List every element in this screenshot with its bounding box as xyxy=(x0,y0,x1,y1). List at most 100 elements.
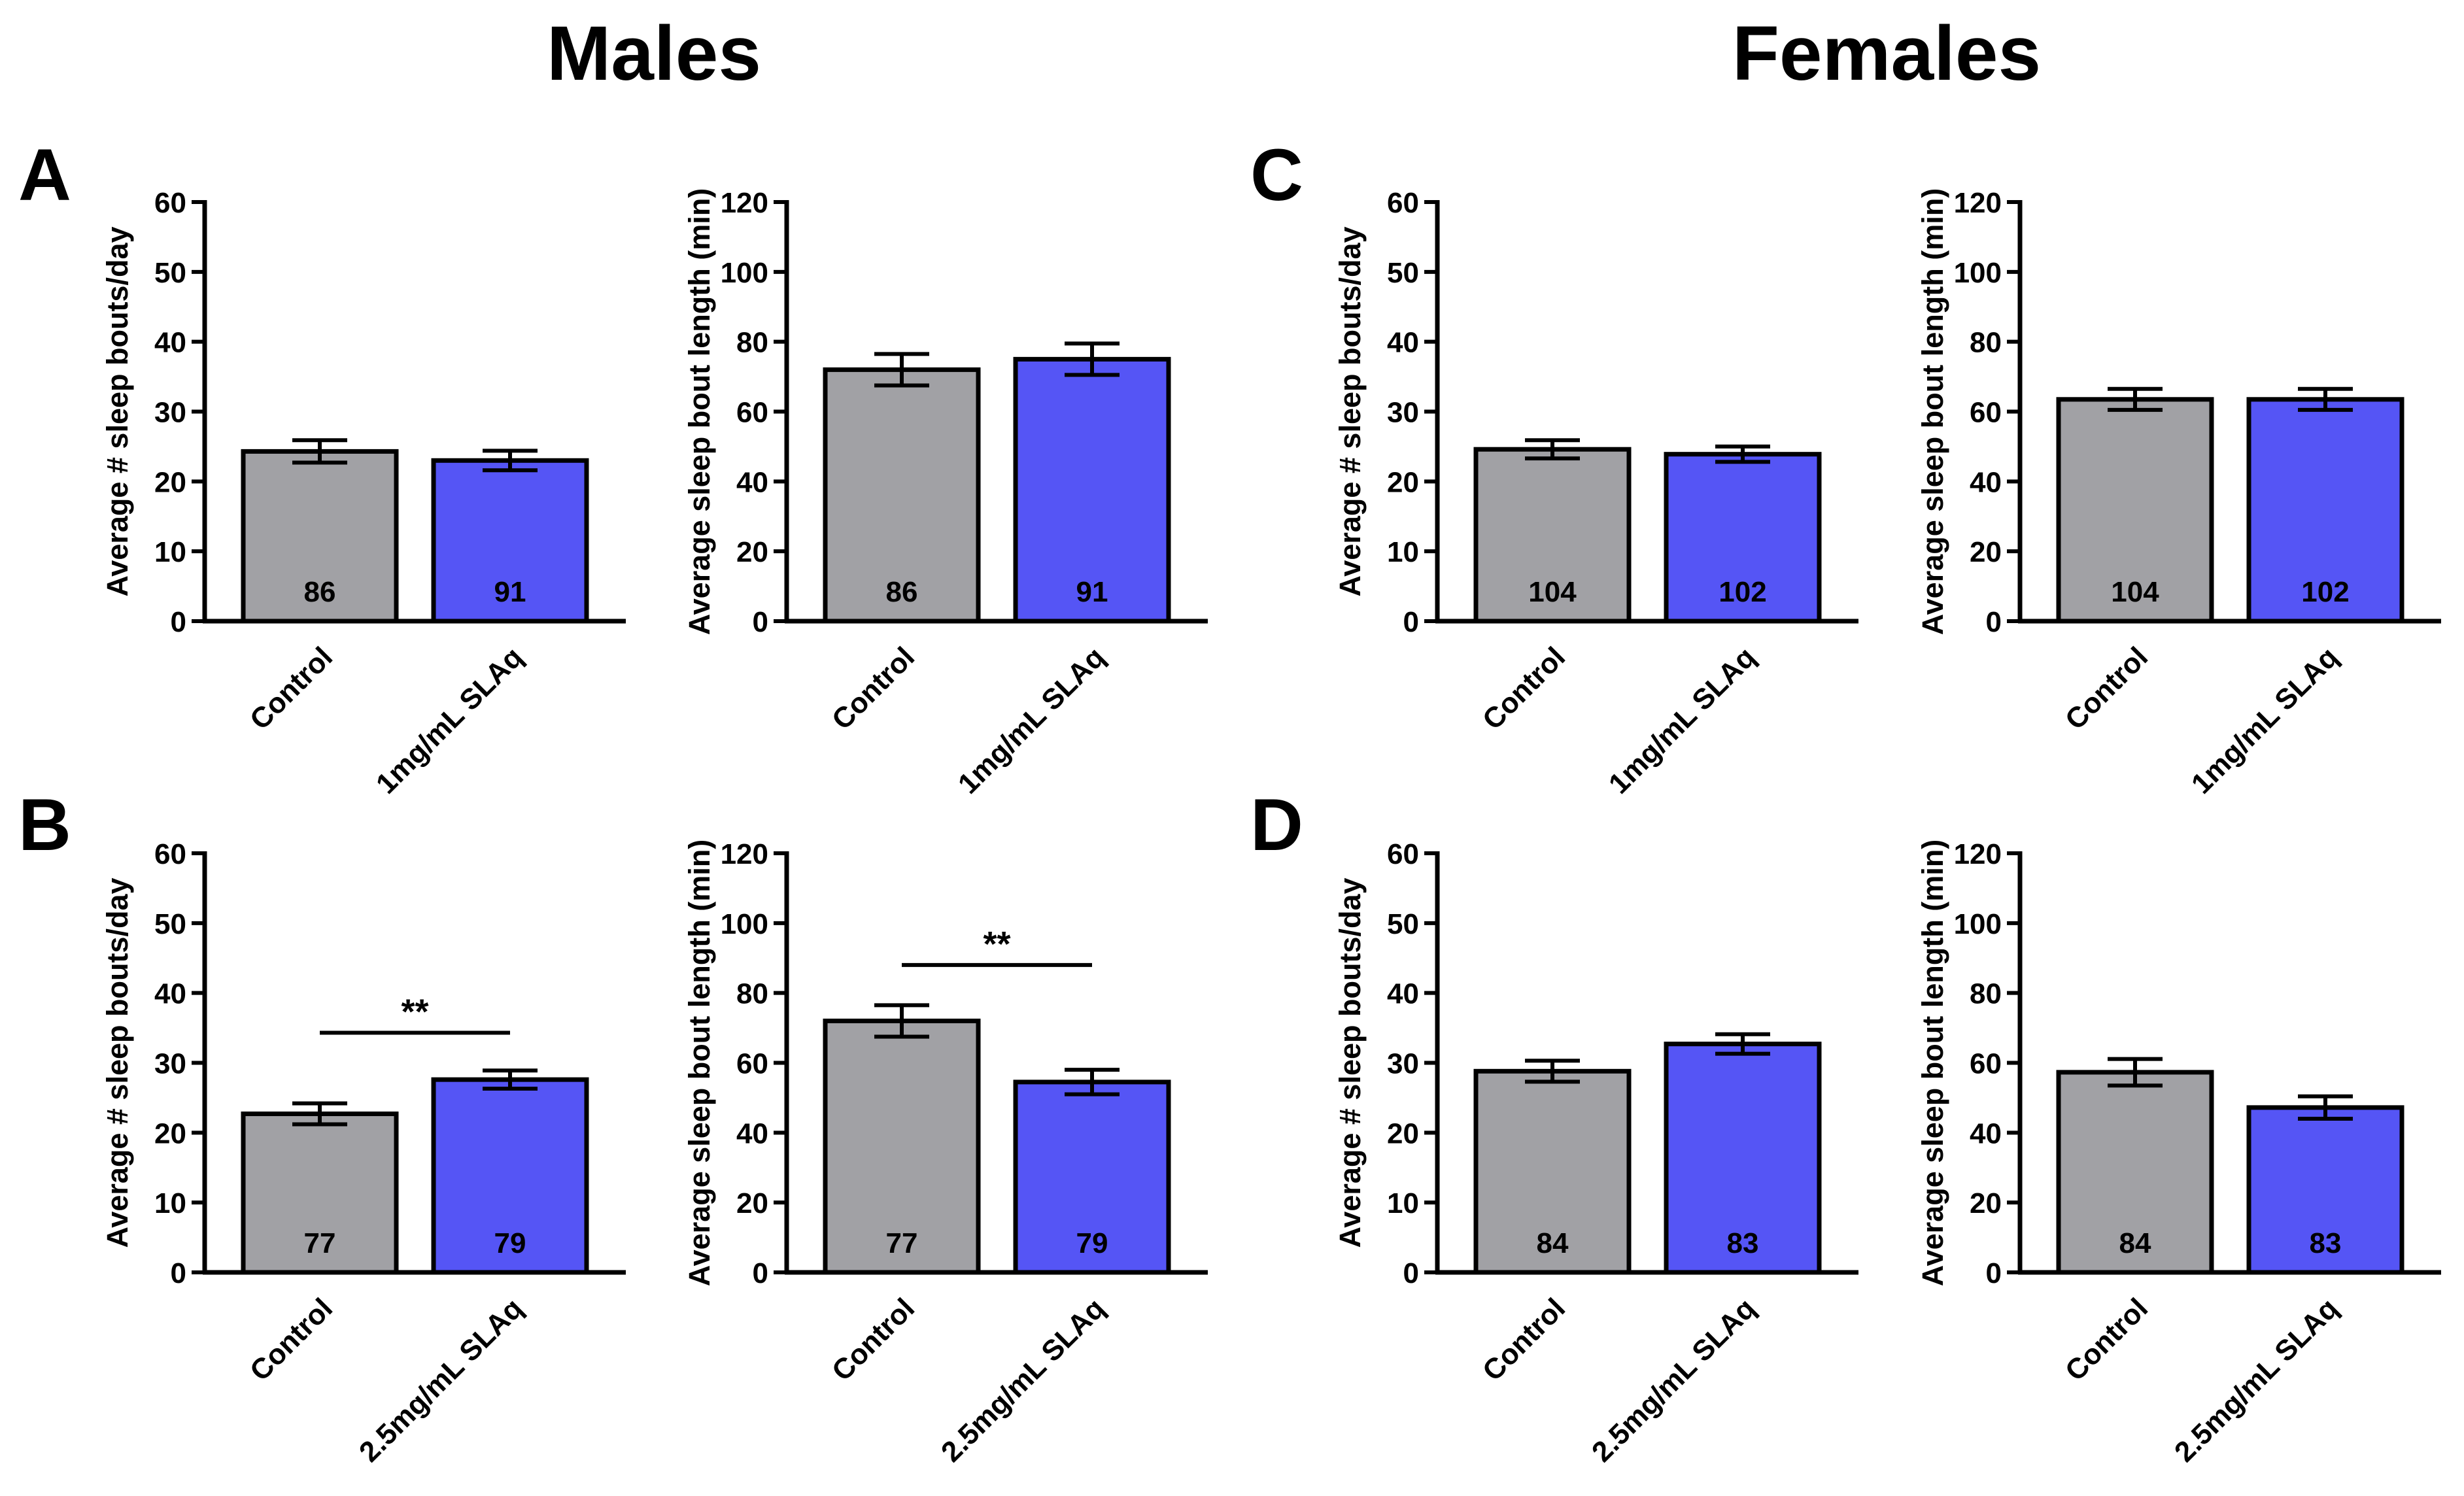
y-tick-label: 0 xyxy=(1986,1257,2002,1289)
y-tick-label: 50 xyxy=(154,908,186,940)
y-tick-label: 60 xyxy=(1970,397,2002,429)
category-label: Control xyxy=(1477,1292,1571,1387)
chart-c-bouts: 104 Control 102 1mg/mL SLAq 0 10 20 30 40 50 60 Ave… xyxy=(1333,187,1858,800)
category-label: Control xyxy=(1477,641,1571,736)
y-axis-title: Average sleep bout length (min) xyxy=(1916,188,1949,635)
bar-control xyxy=(823,367,981,624)
y-tick-label: 40 xyxy=(1970,1117,2002,1149)
n-label: 79 xyxy=(494,1227,526,1259)
y-axis-title: Average # sleep bouts/day xyxy=(1333,226,1367,596)
y-tick-label: 60 xyxy=(736,397,768,429)
y-tick-label: 30 xyxy=(1387,1048,1419,1080)
y-tick-label: 0 xyxy=(1403,1257,1419,1289)
category-label: 1mg/mL SLAq xyxy=(370,641,529,800)
bar-treatment xyxy=(431,1077,589,1275)
n-label: 84 xyxy=(1537,1227,1569,1259)
y-axis-title: Average sleep bout length (min) xyxy=(683,840,716,1286)
y-tick-label: 20 xyxy=(736,1187,768,1219)
y-tick-label: 0 xyxy=(171,1257,186,1289)
n-label: 102 xyxy=(1719,576,1766,608)
y-tick-label: 50 xyxy=(1387,257,1419,289)
n-label: 91 xyxy=(494,576,526,608)
n-label: 91 xyxy=(1076,576,1108,608)
category-label: Control xyxy=(2059,1292,2154,1387)
y-tick-label: 10 xyxy=(1387,1187,1419,1219)
bar-treatment xyxy=(1013,1080,1171,1275)
significance-label: ** xyxy=(983,925,1010,964)
y-tick-label: 60 xyxy=(736,1048,768,1080)
y-tick-label: 120 xyxy=(721,838,768,870)
y-tick-label: 40 xyxy=(154,978,186,1010)
chart-a-bouts: 86 Control 91 1mg/mL SLAq 0 10 20 30 40 50 60 Avera… xyxy=(101,187,626,800)
females-title: Females xyxy=(1732,10,2041,97)
y-tick-label: 60 xyxy=(154,838,186,870)
n-label: 77 xyxy=(886,1227,918,1259)
y-tick-label: 60 xyxy=(154,187,186,219)
y-tick-label: 40 xyxy=(1387,978,1419,1010)
y-tick-label: 10 xyxy=(154,536,186,568)
y-tick-label: 120 xyxy=(721,187,768,219)
y-tick-label: 20 xyxy=(1387,1117,1419,1149)
y-tick-label: 40 xyxy=(1970,466,2002,498)
n-label: 86 xyxy=(886,576,918,608)
y-tick-label: 40 xyxy=(1387,327,1419,359)
y-tick-label: 30 xyxy=(154,1048,186,1080)
n-label: 83 xyxy=(2310,1227,2342,1259)
y-tick-label: 60 xyxy=(1970,1048,2002,1080)
y-tick-label: 50 xyxy=(1387,908,1419,940)
y-axis-title: Average sleep bout length (min) xyxy=(1916,840,1949,1286)
y-axis-title: Average # sleep bouts/day xyxy=(1333,877,1367,1248)
y-tick-label: 0 xyxy=(753,606,768,638)
y-tick-label: 0 xyxy=(1403,606,1419,638)
y-tick-label: 80 xyxy=(1970,978,2002,1010)
chart-b-length: 77 Control 79 2.5mg/mL SLAq 0 20 40 60 80 100 120A… xyxy=(683,838,1208,1469)
y-tick-label: 80 xyxy=(736,327,768,359)
n-label: 77 xyxy=(304,1227,336,1259)
chart-d-length: 84 Control 83 2.5mg/mL SLAq 0 20 40 60 80 100 120A… xyxy=(1916,838,2441,1469)
chart-c-length: 104 Control 102 1mg/mL SLAq 0 20 40 60 80 100 120A… xyxy=(1916,187,2441,800)
y-tick-label: 40 xyxy=(736,1117,768,1149)
y-tick-label: 10 xyxy=(1387,536,1419,568)
y-tick-label: 30 xyxy=(154,397,186,429)
y-tick-label: 100 xyxy=(1954,257,2002,289)
males-title: Males xyxy=(547,10,761,97)
y-tick-label: 100 xyxy=(1954,908,2002,940)
y-tick-label: 60 xyxy=(1387,838,1419,870)
y-tick-label: 120 xyxy=(1954,838,2002,870)
bar-control xyxy=(823,1018,981,1275)
y-tick-label: 0 xyxy=(171,606,186,638)
category-label: 2.5mg/mL SLAq xyxy=(1586,1292,1762,1468)
y-tick-label: 20 xyxy=(1970,536,2002,568)
bar-control xyxy=(241,449,399,624)
y-tick-label: 120 xyxy=(1954,187,2002,219)
significance-label: ** xyxy=(401,993,428,1032)
category-label: Control xyxy=(826,1292,921,1387)
panel-letter-b: B xyxy=(18,784,71,866)
y-tick-label: 20 xyxy=(1387,466,1419,498)
category-label: 2.5mg/mL SLAq xyxy=(935,1292,1111,1468)
category-label: 2.5mg/mL SLAq xyxy=(2168,1292,2344,1468)
bar-control xyxy=(1473,1068,1632,1275)
n-label: 83 xyxy=(1727,1227,1759,1259)
y-tick-label: 20 xyxy=(154,1117,186,1149)
y-tick-label: 20 xyxy=(154,466,186,498)
y-tick-label: 80 xyxy=(1970,327,2002,359)
y-tick-label: 60 xyxy=(1387,187,1419,219)
category-label: Control xyxy=(244,1292,339,1387)
category-label: Control xyxy=(244,641,339,736)
category-label: Control xyxy=(826,641,921,736)
chart-a-length: 86 Control 91 1mg/mL SLAq 0 20 40 60 80 100 120Ave… xyxy=(683,187,1208,800)
y-axis-title: Average # sleep bouts/day xyxy=(101,877,134,1248)
y-tick-label: 0 xyxy=(753,1257,768,1289)
y-axis-title: Average # sleep bouts/day xyxy=(101,226,134,596)
panel-letter-a: A xyxy=(18,134,71,216)
y-tick-label: 40 xyxy=(154,327,186,359)
y-tick-label: 100 xyxy=(721,257,768,289)
y-tick-label: 80 xyxy=(736,978,768,1010)
y-tick-label: 20 xyxy=(1970,1187,2002,1219)
n-label: 86 xyxy=(304,576,336,608)
bar-treatment xyxy=(1664,452,1822,624)
n-label: 104 xyxy=(2111,576,2159,608)
